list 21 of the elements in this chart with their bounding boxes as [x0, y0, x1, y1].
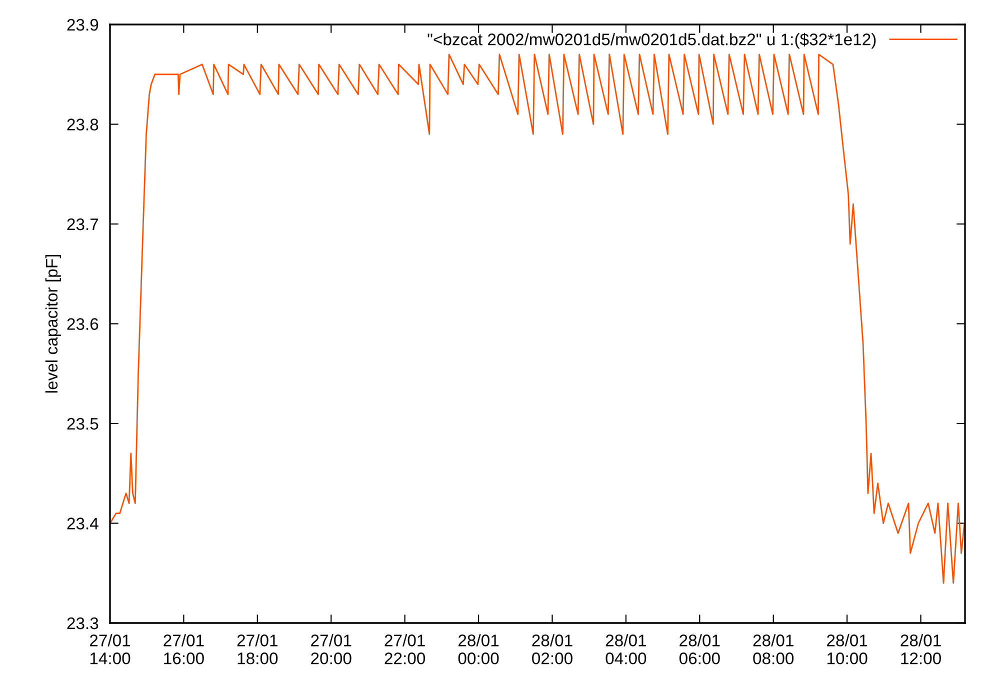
y-tick-label: 23.9	[67, 18, 98, 31]
y-axis-title: level capacitor [pF]	[45, 254, 61, 393]
y-tick-label: 23.8	[67, 118, 98, 130]
x-tick-label: 28/01 08:00	[753, 634, 794, 664]
legend-label: "<bzcat 2002/mw0201d5/mw0201d5.dat.bz2" u 1:($32*1e12)	[428, 32, 876, 49]
x-tick-label: 28/01 02:00	[532, 634, 572, 664]
x-tick-label: 28/01 06:00	[679, 634, 720, 664]
x-tick-label: 27/01 14:00	[90, 634, 130, 664]
x-tick-label: 28/01 10:00	[827, 634, 868, 664]
y-tick-label: 23.7	[67, 218, 98, 230]
y-tick-label: 23.3	[67, 617, 98, 630]
x-tick-label: 27/01 16:00	[164, 634, 204, 664]
y-tick-label: 23.5	[67, 418, 98, 430]
y-tick-label: 23.4	[67, 518, 98, 530]
y-tick-label: 23.6	[67, 318, 98, 330]
x-tick-label: 28/01 04:00	[606, 634, 646, 664]
x-tick-label: 27/01 20:00	[311, 634, 352, 664]
x-tick-label: 28/01 00:00	[458, 634, 499, 664]
x-tick-label: 28/01 12:00	[900, 634, 941, 664]
x-tick-label: 27/01 22:00	[384, 634, 426, 664]
x-tick-label: 27/01 18:00	[237, 634, 278, 664]
